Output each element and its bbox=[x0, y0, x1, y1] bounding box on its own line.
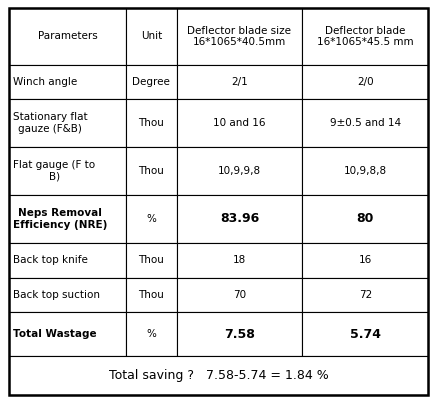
Text: 18: 18 bbox=[233, 255, 246, 265]
Bar bbox=[177, 278, 302, 312]
Bar bbox=[177, 312, 302, 356]
Bar bbox=[302, 100, 428, 147]
Text: 2/1: 2/1 bbox=[231, 77, 248, 87]
Text: 5.74: 5.74 bbox=[350, 328, 381, 341]
Text: Deflector blade size
16*1065*40.5mm: Deflector blade size 16*1065*40.5mm bbox=[187, 25, 291, 47]
Text: Back top knife: Back top knife bbox=[13, 255, 88, 265]
Text: Total Wastage: Total Wastage bbox=[13, 329, 97, 339]
Bar bbox=[302, 147, 428, 195]
Bar bbox=[302, 195, 428, 243]
Text: Neps Removal
Efficiency (NRE): Neps Removal Efficiency (NRE) bbox=[13, 208, 108, 230]
Text: 9±0.5 and 14: 9±0.5 and 14 bbox=[330, 118, 401, 128]
Bar bbox=[126, 100, 177, 147]
Bar bbox=[9, 64, 126, 100]
Text: 16: 16 bbox=[359, 255, 372, 265]
Bar bbox=[9, 195, 126, 243]
Text: Degree: Degree bbox=[132, 77, 170, 87]
Text: Deflector blade
16*1065*45.5 mm: Deflector blade 16*1065*45.5 mm bbox=[317, 25, 414, 47]
Bar bbox=[177, 195, 302, 243]
Bar bbox=[126, 243, 177, 278]
Bar bbox=[9, 312, 126, 356]
Bar bbox=[126, 312, 177, 356]
Bar bbox=[126, 147, 177, 195]
Bar bbox=[177, 147, 302, 195]
Text: %: % bbox=[146, 329, 156, 339]
Text: Back top suction: Back top suction bbox=[13, 290, 100, 300]
Bar bbox=[177, 64, 302, 100]
Text: Unit: Unit bbox=[141, 31, 162, 42]
Bar bbox=[302, 243, 428, 278]
Text: Winch angle: Winch angle bbox=[13, 77, 77, 87]
Text: 10,9,8,8: 10,9,8,8 bbox=[344, 166, 387, 176]
Text: 70: 70 bbox=[233, 290, 246, 300]
Bar bbox=[177, 8, 302, 64]
Bar bbox=[9, 147, 126, 195]
Bar bbox=[126, 278, 177, 312]
Text: Parameters: Parameters bbox=[38, 31, 97, 42]
Bar bbox=[126, 64, 177, 100]
Text: 10,9,9,8: 10,9,9,8 bbox=[218, 166, 261, 176]
Text: Flat gauge (F to
B): Flat gauge (F to B) bbox=[13, 160, 95, 182]
Bar bbox=[9, 243, 126, 278]
Bar bbox=[9, 356, 428, 395]
Text: Thou: Thou bbox=[139, 166, 164, 176]
Bar bbox=[302, 278, 428, 312]
Text: 7.58: 7.58 bbox=[224, 328, 255, 341]
Bar bbox=[177, 100, 302, 147]
Text: Thou: Thou bbox=[139, 255, 164, 265]
Text: 2/0: 2/0 bbox=[357, 77, 374, 87]
Bar bbox=[9, 278, 126, 312]
Bar bbox=[302, 312, 428, 356]
Text: 72: 72 bbox=[359, 290, 372, 300]
Bar bbox=[9, 100, 126, 147]
Bar bbox=[177, 243, 302, 278]
Text: 83.96: 83.96 bbox=[220, 212, 259, 225]
Text: %: % bbox=[146, 214, 156, 224]
Bar bbox=[302, 64, 428, 100]
Text: Stationary flat
gauze (F&B): Stationary flat gauze (F&B) bbox=[13, 112, 88, 134]
Bar bbox=[302, 8, 428, 64]
Text: 10 and 16: 10 and 16 bbox=[213, 118, 266, 128]
Bar bbox=[126, 8, 177, 64]
Bar bbox=[9, 8, 126, 64]
Text: Thou: Thou bbox=[139, 118, 164, 128]
Text: Total saving ?   7.58-5.74 = 1.84 %: Total saving ? 7.58-5.74 = 1.84 % bbox=[109, 369, 328, 382]
Bar bbox=[126, 195, 177, 243]
Text: Thou: Thou bbox=[139, 290, 164, 300]
Text: 80: 80 bbox=[357, 212, 374, 225]
